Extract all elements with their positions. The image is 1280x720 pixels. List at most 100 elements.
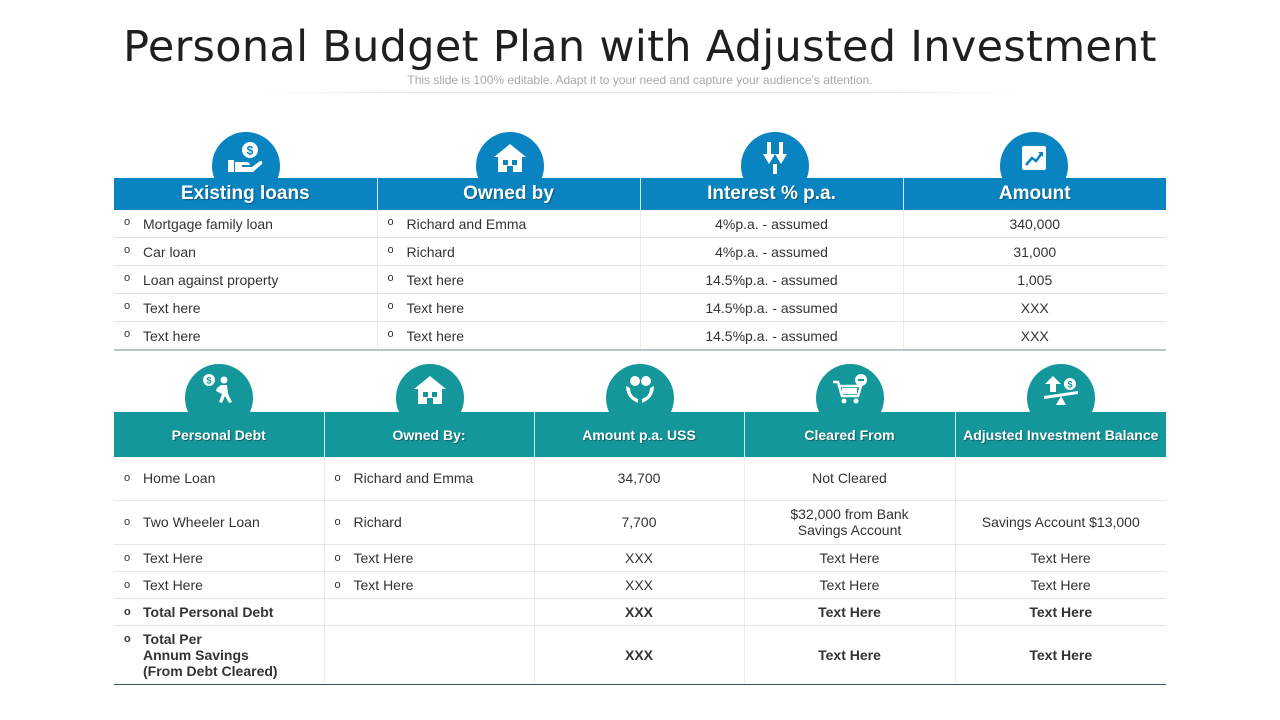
bullet-icon: o xyxy=(124,632,131,645)
balance-cell: Text Here xyxy=(955,571,1166,599)
header-personal-debt: Personal Debt xyxy=(114,412,325,457)
table-row: o Two Wheeler Loan o Richard 7,700 $32,000… xyxy=(114,500,1166,545)
header-owned-by: Owned By: xyxy=(324,412,535,457)
page-subtitle: This slide is 100% editable. Adapt it to… xyxy=(407,73,873,87)
debt-name: Text Here xyxy=(143,576,203,593)
amount-cell: 34,700 xyxy=(534,457,745,501)
balance-cell xyxy=(955,457,1166,501)
amount-cell: 1,005 xyxy=(903,265,1166,294)
table-row: o Car loan o Richard 4%p.a. - assumed 31,0… xyxy=(114,237,1166,266)
table-header-row: Personal Debt Owned By: Amount p.a. USS … xyxy=(114,412,1166,457)
owner-name: Text here xyxy=(406,271,465,288)
empty-cell xyxy=(324,598,535,626)
owner-name: Richard xyxy=(353,514,402,530)
interest-cell: 14.5%p.a. - assumed xyxy=(640,265,904,294)
bullet-icon: o xyxy=(387,299,394,312)
owner-name: Richard xyxy=(406,243,455,260)
amount-cell: XXX xyxy=(534,544,745,572)
cleared-from-cell: Text Here xyxy=(744,544,956,572)
bullet-icon: o xyxy=(124,271,131,284)
bullet-icon: o xyxy=(124,215,131,228)
owner-name: Richard and Emma xyxy=(406,215,527,232)
amount-cell: 31,000 xyxy=(903,237,1166,266)
loan-name: Text here xyxy=(143,299,201,316)
bullet-icon: o xyxy=(387,243,394,256)
debt-name: Text Here xyxy=(143,549,203,566)
bullet-icon: o xyxy=(334,551,341,564)
loan-name: Car loan xyxy=(143,243,196,260)
owner-name: Text Here xyxy=(353,549,414,566)
header-adjusted-balance: Adjusted Investment Balance xyxy=(955,412,1166,457)
cleared-from-cell: Text Here xyxy=(744,571,956,599)
header-amount: Amount xyxy=(903,178,1166,210)
cleared-from-cell: $32,000 from Bank Savings Account xyxy=(744,500,956,545)
total-debt-label: Total Personal Debt xyxy=(143,603,274,620)
table-header-row: Existing loans Owned by Interest % p.a. … xyxy=(114,178,1166,210)
header-owned-by: Owned by xyxy=(377,178,641,210)
bullet-icon: o xyxy=(334,578,341,591)
savings-row: o Total Per Annum Savings (From Debt Clea… xyxy=(114,625,1166,685)
interest-cell: 4%p.a. - assumed xyxy=(640,237,904,266)
amount-cell: 7,700 xyxy=(534,500,745,545)
svg-text:$: $ xyxy=(247,144,254,158)
total-balance-cell: Text Here xyxy=(955,598,1166,626)
svg-text:$: $ xyxy=(1067,380,1072,390)
loan-name: Mortgage family loan xyxy=(143,215,273,232)
table-row: o Text here o Text here 14.5%p.a. - assume… xyxy=(114,321,1166,351)
savings-amount-cell: XXX xyxy=(534,625,745,685)
bullet-icon: o xyxy=(124,243,131,256)
bullet-icon: o xyxy=(387,327,394,340)
amount-cell: XXX xyxy=(903,321,1166,351)
bullet-icon: o xyxy=(387,271,394,284)
interest-cell: 14.5%p.a. - assumed xyxy=(640,293,904,322)
savings-label: Total Per Annum Savings (From Debt Clear… xyxy=(143,630,278,679)
balance-cell: Text Here xyxy=(955,544,1166,572)
table-row: o Loan against property o Text here 14.5%p… xyxy=(114,265,1166,294)
interest-cell: 14.5%p.a. - assumed xyxy=(640,321,904,351)
table-row: o Text Here o Text Here XXX Text Here Text… xyxy=(114,544,1166,572)
subtitle-divider xyxy=(255,92,1025,93)
bullet-icon: o xyxy=(124,472,131,485)
bullet-icon: o xyxy=(124,299,131,312)
header-interest: Interest % p.a. xyxy=(640,178,904,210)
total-cleared-from-cell: Text Here xyxy=(744,598,956,626)
debt-name: Two Wheeler Loan xyxy=(143,514,260,530)
header-cleared-from: Cleared From xyxy=(744,412,956,457)
total-row: o Total Personal Debt XXX Text Here Text … xyxy=(114,598,1166,626)
owner-name: Text Here xyxy=(353,576,414,593)
svg-text:$: $ xyxy=(206,376,211,386)
table-row: o Home Loan o Richard and Emma 34,700 Not … xyxy=(114,457,1166,501)
loan-name: Text here xyxy=(143,327,201,344)
bullet-icon: o xyxy=(387,215,394,228)
bullet-icon: o xyxy=(124,327,131,340)
owner-name: Richard and Emma xyxy=(353,470,474,487)
savings-cleared-from-cell: Text Here xyxy=(744,625,956,685)
bullet-icon: o xyxy=(124,605,131,618)
interest-cell: 4%p.a. - assumed xyxy=(640,210,904,238)
loan-name: Loan against property xyxy=(143,271,279,288)
header-existing-loans: Existing loans xyxy=(114,178,378,210)
amount-cell: 340,000 xyxy=(903,210,1166,238)
table-row: o Text Here o Text Here XXX Text Here Text… xyxy=(114,571,1166,599)
bullet-icon: o xyxy=(124,578,131,591)
header-amount: Amount p.a. USS xyxy=(534,412,745,457)
owner-name: Text here xyxy=(406,327,465,344)
table-row: o Text here o Text here 14.5%p.a. - assume… xyxy=(114,293,1166,322)
existing-loans-table: Existing loans Owned by Interest % p.a. … xyxy=(114,178,1166,351)
personal-debt-table: Personal Debt Owned By: Amount p.a. USS … xyxy=(114,412,1166,685)
owner-name: Text here xyxy=(406,299,465,316)
amount-cell: XXX xyxy=(534,571,745,599)
savings-balance-cell: Text Here xyxy=(955,625,1166,685)
bullet-icon: o xyxy=(334,472,341,485)
bullet-icon: o xyxy=(124,551,131,564)
empty-cell xyxy=(324,625,535,685)
bullet-icon: o xyxy=(124,516,131,528)
debt-name: Home Loan xyxy=(143,470,216,487)
table-row: o Mortgage family loan o Richard and Emma … xyxy=(114,210,1166,238)
amount-cell: XXX xyxy=(903,293,1166,322)
bullet-icon: o xyxy=(334,516,341,528)
total-amount-cell: XXX xyxy=(534,598,745,626)
balance-cell: Savings Account $13,000 xyxy=(955,500,1166,545)
page-title: Personal Budget Plan with Adjusted Inves… xyxy=(123,22,1157,72)
cleared-from-cell: Not Cleared xyxy=(744,457,956,501)
